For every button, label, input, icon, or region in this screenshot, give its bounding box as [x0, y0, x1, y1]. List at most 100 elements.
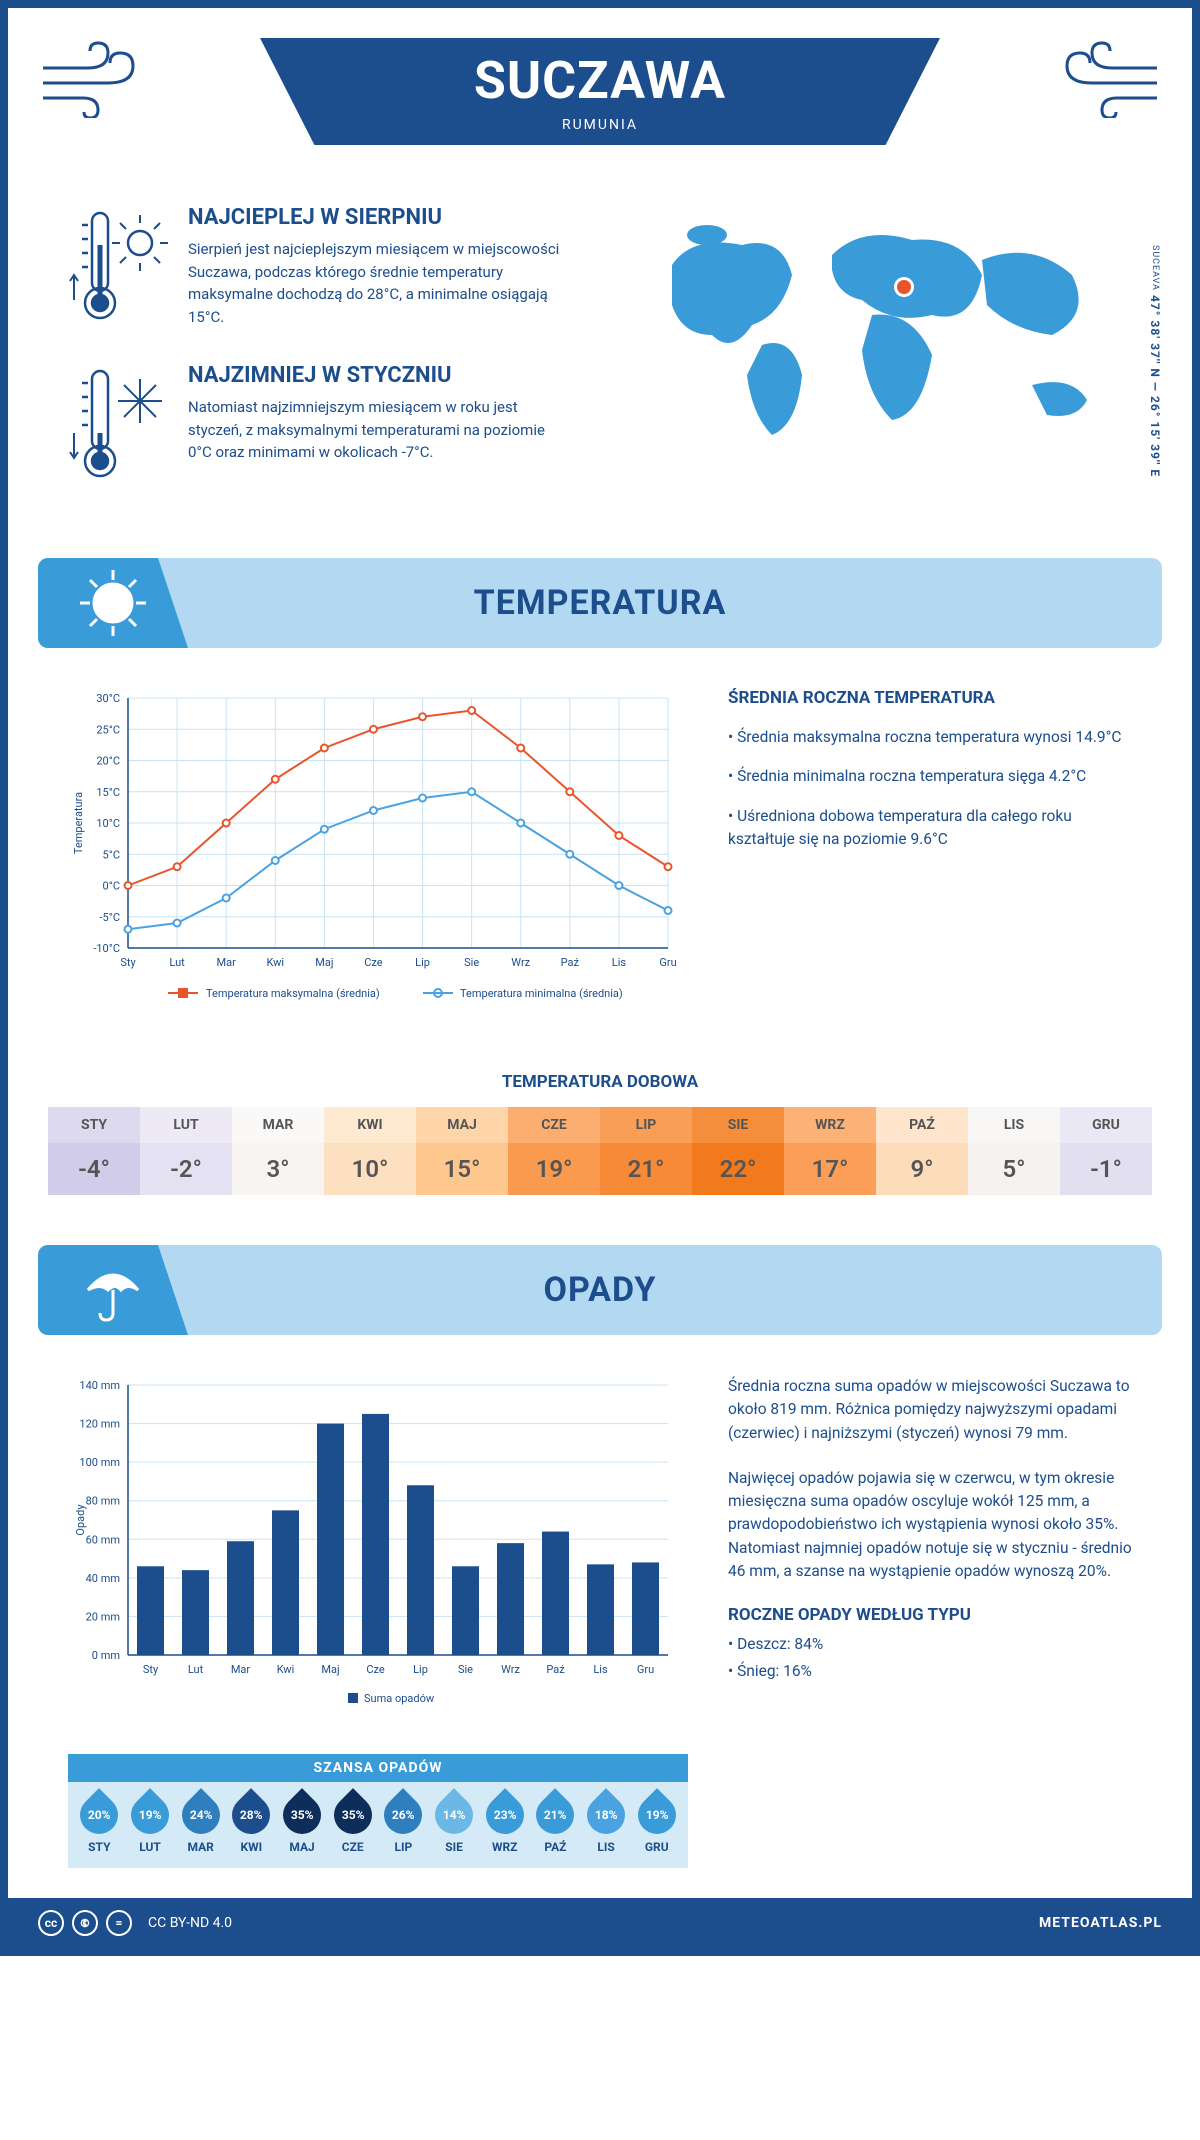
svg-text:20 mm: 20 mm — [86, 1610, 120, 1623]
temperature-stats: ŚREDNIA ROCZNA TEMPERATURA • Średnia mak… — [728, 688, 1132, 1012]
precip-para-2: Najwięcej opadów pojawia się w czerwcu, … — [728, 1467, 1132, 1583]
coldest-title: NAJZIMNIEJ W STYCZNIU — [188, 363, 568, 388]
temp-stat-1: • Średnia maksymalna roczna temperatura … — [728, 726, 1132, 749]
intro-section: NAJCIEPLEJ W SIERPNIU Sierpień jest najc… — [8, 205, 1192, 558]
coldest-block: NAJZIMNIEJ W STYCZNIU Natomiast najzimni… — [68, 363, 622, 483]
chance-cell: 19%GRU — [631, 1796, 682, 1854]
precip-chance-panel: SZANSA OPADÓW 20%STY19%LUT24%MAR28%KWI35… — [68, 1754, 688, 1868]
by-icon: 🅮 — [72, 1910, 98, 1936]
daily-cell: SIE22° — [692, 1107, 784, 1195]
svg-text:-5°C: -5°C — [100, 911, 121, 924]
daily-temp-title: TEMPERATURA DOBOWA — [8, 1072, 1192, 1092]
daily-temp-grid: STY-4°LUT-2°MAR3°KWI10°MAJ15°CZE19°LIP21… — [48, 1107, 1152, 1195]
city-name: SUCZAWA — [360, 50, 840, 111]
world-map: SUCEAVA 47° 38' 37'' N — 26° 15' 39'' E — [652, 205, 1132, 518]
svg-text:Opady: Opady — [74, 1504, 87, 1536]
temperature-title: TEMPERATURA — [474, 583, 727, 623]
sun-icon — [38, 558, 188, 648]
title-banner: SUCZAWA RUMUNIA — [260, 38, 940, 145]
svg-text:Suma opadów: Suma opadów — [364, 1692, 435, 1705]
temperature-banner: TEMPERATURA — [38, 558, 1162, 648]
svg-text:Sie: Sie — [458, 1663, 473, 1676]
svg-text:60 mm: 60 mm — [86, 1533, 120, 1546]
svg-text:25°C: 25°C — [96, 723, 120, 736]
svg-text:Sty: Sty — [120, 956, 136, 969]
daily-cell: KWI10° — [324, 1107, 416, 1195]
svg-text:120 mm: 120 mm — [79, 1418, 120, 1431]
chance-cell: 23%WRZ — [479, 1796, 530, 1854]
chance-cell: 35%CZE — [327, 1796, 378, 1854]
svg-text:0°C: 0°C — [103, 880, 120, 893]
svg-text:0 mm: 0 mm — [92, 1649, 120, 1662]
svg-text:140 mm: 140 mm — [79, 1379, 120, 1392]
svg-text:Mar: Mar — [217, 956, 237, 969]
svg-text:Maj: Maj — [321, 1663, 339, 1676]
coords-label: SUCEAVA 47° 38' 37'' N — 26° 15' 39'' E — [1148, 205, 1162, 518]
svg-text:Paź: Paź — [561, 956, 580, 969]
daily-cell: MAR3° — [232, 1107, 324, 1195]
chance-cell: 26%LIP — [378, 1796, 429, 1854]
svg-text:Mar: Mar — [231, 1663, 251, 1676]
daily-cell: LIS5° — [968, 1107, 1060, 1195]
header: SUCZAWA RUMUNIA — [8, 8, 1192, 205]
temp-stat-2: • Średnia minimalna roczna temperatura s… — [728, 765, 1132, 788]
daily-cell: WRZ17° — [784, 1107, 876, 1195]
daily-cell: CZE19° — [508, 1107, 600, 1195]
nd-icon: = — [106, 1910, 132, 1936]
svg-text:20°C: 20°C — [96, 755, 120, 768]
chance-cell: 19%LUT — [125, 1796, 176, 1854]
precip-text: Średnia roczna suma opadów w miejscowośc… — [728, 1375, 1132, 1719]
site-name: METEOATLAS.PL — [1039, 1915, 1162, 1931]
svg-text:Lip: Lip — [413, 1663, 428, 1676]
svg-text:Lis: Lis — [593, 1663, 608, 1676]
svg-text:5°C: 5°C — [103, 848, 120, 861]
svg-text:Lut: Lut — [188, 1663, 204, 1676]
coldest-text: Natomiast najzimniejszym miesiącem w rok… — [188, 396, 568, 464]
svg-text:Kwi: Kwi — [267, 956, 285, 969]
daily-cell: LIP21° — [600, 1107, 692, 1195]
svg-text:Gru: Gru — [659, 956, 676, 969]
svg-text:Paź: Paź — [546, 1663, 565, 1676]
svg-text:Wrz: Wrz — [501, 1663, 520, 1676]
daily-cell: LUT-2° — [140, 1107, 232, 1195]
thermometer-hot-icon — [68, 205, 168, 325]
svg-text:Temperatura maksymalna (średni: Temperatura maksymalna (średnia) — [206, 987, 380, 1000]
chance-cell: 24%MAR — [175, 1796, 226, 1854]
svg-text:Kwi: Kwi — [277, 1663, 295, 1676]
precip-para-1: Średnia roczna suma opadów w miejscowośc… — [728, 1375, 1132, 1445]
svg-text:Lis: Lis — [612, 956, 627, 969]
svg-text:Cze: Cze — [366, 1663, 385, 1676]
chance-cell: 14%SIE — [429, 1796, 480, 1854]
temperature-line-chart: -10°C-5°C0°C5°C10°C15°C20°C25°C30°CStyLu… — [68, 688, 688, 1012]
country-name: RUMUNIA — [360, 117, 840, 133]
cc-icon: cc — [38, 1910, 64, 1936]
daily-cell: GRU-1° — [1060, 1107, 1152, 1195]
daily-cell: MAJ15° — [416, 1107, 508, 1195]
chance-cell: 35%MAJ — [277, 1796, 328, 1854]
precip-rain: • Deszcz: 84% — [728, 1633, 1132, 1656]
footer: cc 🅮 = CC BY-ND 4.0 METEOATLAS.PL — [8, 1898, 1192, 1948]
svg-text:Temperatura minimalna (średnia: Temperatura minimalna (średnia) — [460, 987, 623, 1000]
daily-cell: PAŹ9° — [876, 1107, 968, 1195]
chance-cell: 28%KWI — [226, 1796, 277, 1854]
temp-stats-title: ŚREDNIA ROCZNA TEMPERATURA — [728, 688, 1132, 708]
svg-text:Cze: Cze — [364, 956, 383, 969]
wind-icon-right — [1042, 38, 1162, 118]
svg-text:15°C: 15°C — [96, 786, 120, 799]
daily-cell: STY-4° — [48, 1107, 140, 1195]
precip-by-type-title: ROCZNE OPADY WEDŁUG TYPU — [728, 1605, 1132, 1625]
wind-icon-left — [38, 38, 158, 118]
hottest-title: NAJCIEPLEJ W SIERPNIU — [188, 205, 568, 230]
svg-text:Sie: Sie — [464, 956, 479, 969]
svg-text:Temperatura: Temperatura — [72, 792, 85, 854]
svg-text:Lip: Lip — [415, 956, 430, 969]
svg-text:Gru: Gru — [637, 1663, 654, 1676]
precip-title: OPADY — [544, 1270, 657, 1310]
svg-text:40 mm: 40 mm — [86, 1572, 120, 1585]
svg-text:-10°C: -10°C — [93, 942, 120, 955]
chance-cell: 20%STY — [74, 1796, 125, 1854]
svg-text:100 mm: 100 mm — [79, 1456, 120, 1469]
license-label: CC BY-ND 4.0 — [148, 1915, 232, 1931]
svg-text:30°C: 30°C — [96, 692, 120, 705]
temp-stat-3: • Uśredniona dobowa temperatura dla całe… — [728, 805, 1132, 852]
